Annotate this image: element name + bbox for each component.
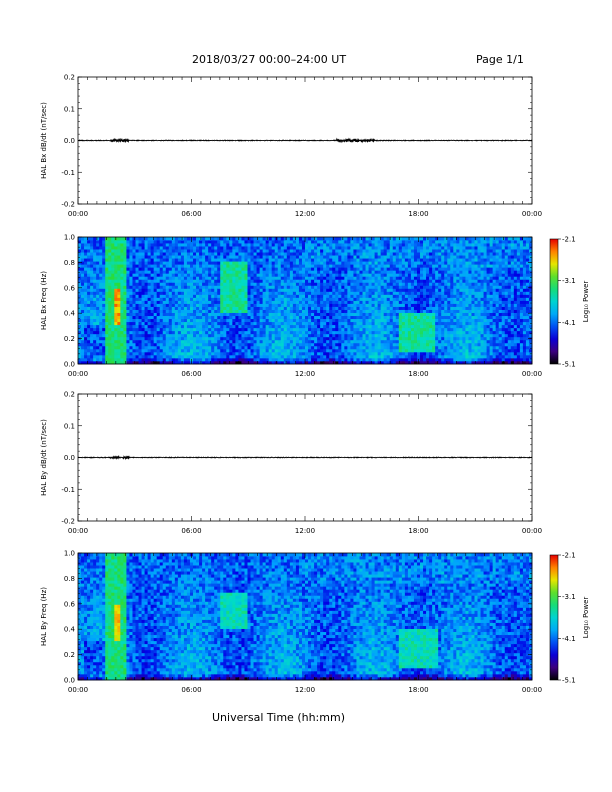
x-tick-label: 12:00 — [295, 370, 315, 378]
spectrogram — [78, 237, 533, 365]
panel-1: 00:00 06:00 12:00 18:00 00:00 0.2 0.1 0.0 -0.1 -0… — [40, 74, 542, 219]
y-tick-label: 0.4 — [64, 310, 76, 318]
y-tick-label: 1.0 — [64, 550, 75, 558]
y-axis-label: HAL Bx dB/dt (nT/sec) — [40, 102, 48, 179]
y-tick-label: 0.4 — [64, 626, 76, 634]
panel-4: -2.1 -3.1 -4.1 -5.1 Log₁₀ Power 00:00 06:00 12:… — [40, 550, 590, 695]
x-tick-label: 18:00 — [408, 210, 428, 218]
y-tick-label: 0.8 — [64, 259, 75, 267]
panel-3: 00:00 06:00 12:00 18:00 00:00 0.2 0.1 0.0 -0.1 -0… — [40, 391, 542, 536]
y-tick-label: 0.2 — [64, 335, 75, 343]
colorbar-label: Log₁₀ Power — [582, 597, 590, 639]
x-tick-label: 06:00 — [181, 370, 201, 378]
x-tick-label: 00:00 — [68, 686, 88, 694]
x-tick-label: 18:00 — [408, 527, 428, 535]
y-tick-label: -0.1 — [61, 486, 75, 494]
y-tick-label: 0.1 — [64, 105, 75, 113]
x-tick-label: 00:00 — [68, 210, 88, 218]
series-line — [77, 454, 533, 461]
y-tick-label: 0.0 — [64, 677, 75, 685]
y-tick-label: 0.6 — [64, 600, 76, 608]
colorbar-tick-label: -2.1 — [562, 236, 576, 244]
y-tick-label: -0.2 — [61, 518, 75, 526]
y-tick-label: 0.2 — [64, 651, 75, 659]
y-axis-label: HAL By Freq (Hz) — [40, 587, 48, 646]
x-tick-label: 00:00 — [68, 370, 88, 378]
x-tick-label: 00:00 — [522, 527, 542, 535]
colorbar-label: Log₁₀ Power — [582, 281, 590, 323]
x-tick-label: 06:00 — [181, 210, 201, 218]
colorbar-tick-label: -4.1 — [562, 319, 576, 327]
colorbar — [549, 554, 559, 681]
page-number: Page 1/1 — [476, 53, 524, 66]
series-line — [77, 137, 533, 144]
x-tick-label: 18:00 — [408, 370, 428, 378]
spectrogram — [78, 553, 533, 681]
y-tick-label: -0.1 — [61, 169, 75, 177]
x-tick-label: 12:00 — [295, 527, 315, 535]
x-axis-caption: Universal Time (hh:mm) — [212, 711, 345, 724]
panel-2: -2.1 -3.1 -4.1 -5.1 Log₁₀ Power 00:00 06:00 12:… — [40, 234, 590, 379]
colorbar — [549, 238, 559, 365]
y-tick-label: 0.0 — [64, 137, 75, 145]
x-tick-label: 00:00 — [68, 527, 88, 535]
colorbar-tick-label: -4.1 — [562, 635, 576, 643]
x-tick-label: 18:00 — [408, 686, 428, 694]
y-tick-label: 0.2 — [64, 74, 75, 82]
y-axis-label: HAL By dB/dt (nT/sec) — [40, 419, 48, 496]
x-tick-label: 00:00 — [522, 686, 542, 694]
y-tick-label: 0.2 — [64, 391, 75, 399]
x-tick-label: 12:00 — [295, 210, 315, 218]
y-tick-label: -0.2 — [61, 201, 75, 209]
y-tick-label: 0.6 — [64, 284, 76, 292]
x-tick-label: 00:00 — [522, 210, 542, 218]
y-tick-label: 0.0 — [64, 361, 75, 369]
colorbar-tick-label: -3.1 — [562, 593, 576, 601]
x-tick-label: 12:00 — [295, 686, 315, 694]
y-tick-label: 1.0 — [64, 234, 75, 242]
y-tick-label: 0.0 — [64, 454, 75, 462]
y-axis-label: HAL Bx Freq (Hz) — [40, 271, 48, 330]
colorbar-tick-label: -3.1 — [562, 277, 576, 285]
x-tick-label: 06:00 — [181, 686, 201, 694]
colorbar-tick-label: -2.1 — [562, 552, 576, 560]
x-tick-label: 06:00 — [181, 527, 201, 535]
colorbar-tick-label: -5.1 — [562, 677, 576, 685]
figure-title: 2018/03/27 00:00–24:00 UT — [192, 53, 347, 66]
x-tick-label: 00:00 — [522, 370, 542, 378]
y-tick-label: 0.1 — [64, 422, 75, 430]
colorbar-tick-label: -5.1 — [562, 361, 576, 369]
y-tick-label: 0.8 — [64, 575, 75, 583]
